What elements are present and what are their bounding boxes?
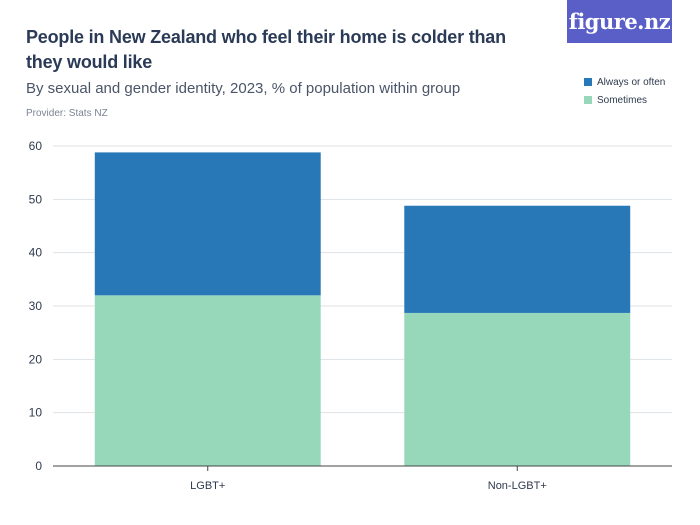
bar-lgbt--sometimes [94,295,321,466]
y-tick-label-20: 20 [29,352,43,366]
y-tick-label-60: 60 [29,139,43,153]
bar-lgbt--always-or-often [94,152,321,296]
legend-item-always-or-often: Always or often [584,73,665,91]
legend: Always or often Sometimes [584,73,665,109]
legend-swatch-always-or-often [584,78,592,86]
legend-swatch-sometimes [584,96,592,104]
y-tick-label-30: 30 [29,299,43,313]
legend-label-sometimes: Sometimes [597,94,648,106]
y-tick-label-10: 10 [29,406,43,420]
y-tick-label-0: 0 [35,459,42,473]
y-tick-label-40: 40 [29,246,43,260]
legend-label-always-or-often: Always or often [597,76,666,88]
bar-non-lgbt--sometimes [404,312,631,466]
legend-item-sometimes: Sometimes [584,91,665,109]
x-category-label-0: LGBT+ [190,480,225,492]
chart-subtitle: By sexual and gender identity, 2023, % o… [26,80,461,97]
bar-non-lgbt--always-or-often [404,205,631,313]
y-tick-label-50: 50 [29,192,43,206]
figure-nz-logo[interactable]: figure.nz [567,0,672,43]
x-category-label-1: Non-LGBT+ [488,480,547,492]
chart-title: People in New Zealand who feel their hom… [26,27,506,72]
provider-note: Provider: Stats NZ [26,108,108,119]
